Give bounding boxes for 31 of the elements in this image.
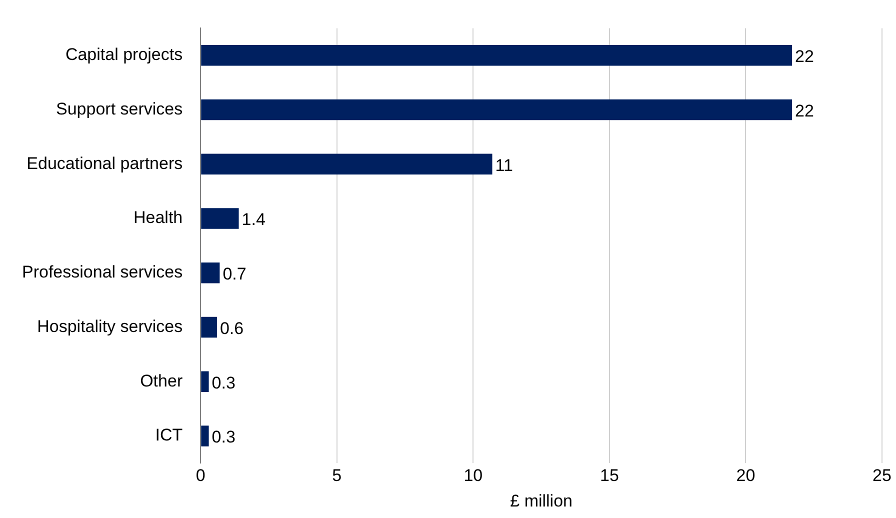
y-tick-label: Educational partners xyxy=(26,154,183,173)
y-tick-label: Health xyxy=(133,208,183,228)
x-tick-label: 15 xyxy=(600,466,619,486)
data-label: 22 xyxy=(795,101,814,120)
y-tick-label: Support services xyxy=(56,99,183,118)
y-tick-label: Hospitality services xyxy=(37,316,183,336)
data-label: 0.7 xyxy=(222,264,246,284)
bar xyxy=(201,316,217,338)
y-tick-label: Professional services xyxy=(22,262,183,282)
x-tick-label: 5 xyxy=(332,466,342,486)
bar xyxy=(201,262,220,284)
x-tick-label: 20 xyxy=(736,466,756,486)
bar xyxy=(201,208,239,229)
data-label: 22 xyxy=(795,47,814,66)
data-label: 1.4 xyxy=(242,210,266,230)
data-label: 0.3 xyxy=(212,373,236,392)
y-tick-label: Other xyxy=(140,371,183,390)
x-tick-label: 10 xyxy=(464,466,483,486)
data-label: 0.3 xyxy=(212,428,236,447)
y-tick-label: ICT xyxy=(155,426,183,445)
bar xyxy=(201,45,792,66)
bar xyxy=(201,426,209,446)
x-tick-label: 25 xyxy=(872,466,892,486)
data-label: 11 xyxy=(495,156,513,175)
bar xyxy=(201,154,492,174)
data-label: 0.6 xyxy=(220,318,244,338)
x-tick-label: 0 xyxy=(196,466,206,486)
bar xyxy=(201,99,792,120)
x-axis-title: £ million xyxy=(510,491,572,510)
y-tick-label: Capital projects xyxy=(65,45,183,64)
bar xyxy=(201,371,209,392)
